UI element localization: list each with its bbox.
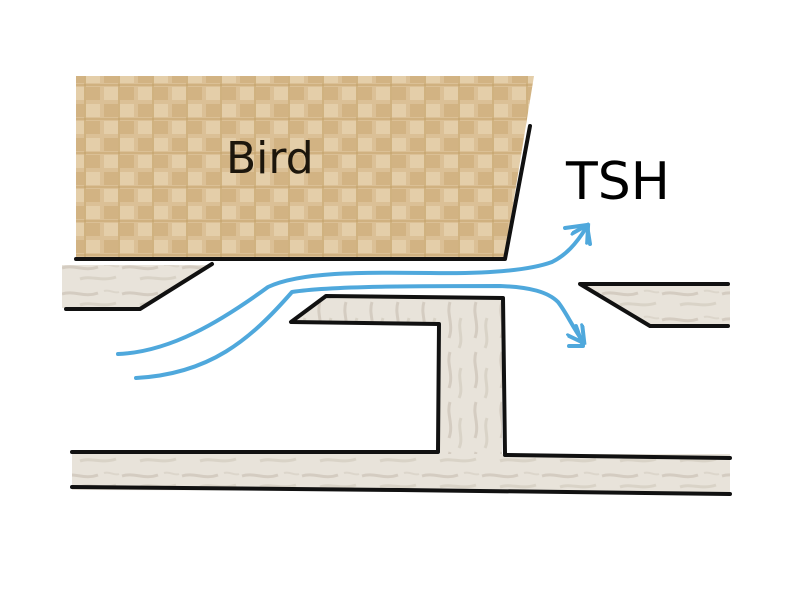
bird-tray-outline [74, 124, 532, 261]
tsh-label: TSH [565, 152, 670, 212]
bird-label: Bird [226, 133, 314, 184]
upper-right-rail-fill [580, 283, 730, 327]
flow-line-upper [116, 228, 586, 356]
upper-left-rail-fill [62, 265, 212, 308]
base-bar-top-outline [503, 453, 732, 460]
airflow [116, 223, 592, 380]
center-post-outline [70, 294, 507, 456]
upper-left-rail-outline [64, 262, 214, 311]
bird-tray: Bird [74, 76, 534, 261]
upper-right-rail [578, 282, 730, 328]
center-post [70, 294, 507, 458]
center-post-fill [292, 296, 502, 458]
arrowhead-lower [567, 324, 585, 348]
arrowhead-upper [563, 223, 592, 246]
base-bar-bottom-outline [70, 485, 732, 496]
upper-right-rail-outline [578, 282, 730, 328]
bird-tray-fill [76, 76, 534, 260]
base-bar [70, 453, 732, 496]
flow-line-lower [134, 284, 582, 380]
base-bar-fill [72, 454, 730, 492]
upper-left-rail [62, 262, 214, 311]
